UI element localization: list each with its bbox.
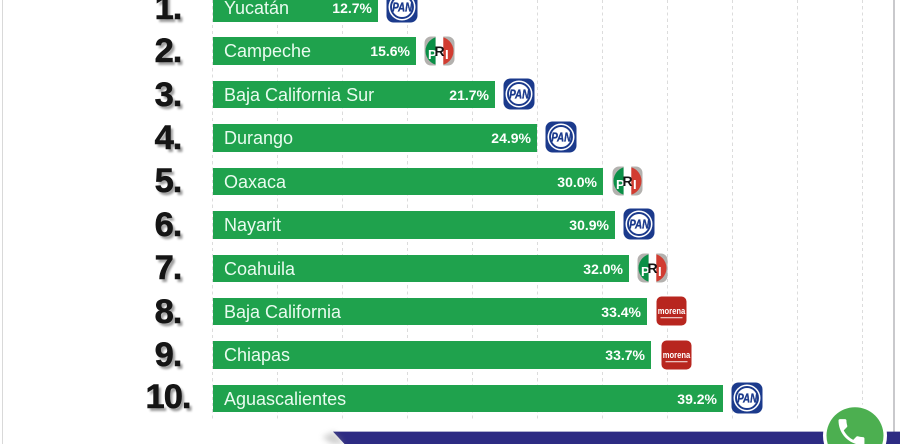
svg-text:PAN: PAN <box>509 87 530 101</box>
svg-text:I: I <box>658 264 662 279</box>
svg-text:PAN: PAN <box>629 218 650 232</box>
svg-text:P: P <box>428 47 437 62</box>
svg-text:PAN: PAN <box>392 1 413 15</box>
svg-text:I: I <box>445 47 449 62</box>
svg-text:morena: morena <box>658 306 686 316</box>
svg-text:PAN: PAN <box>551 131 572 145</box>
svg-text:R: R <box>622 173 632 189</box>
svg-text:R: R <box>647 260 657 276</box>
svg-text:P: P <box>641 264 650 279</box>
svg-text:PAN: PAN <box>737 391 758 405</box>
svg-text:R: R <box>434 43 444 59</box>
svg-text:P: P <box>616 177 625 192</box>
svg-text:morena: morena <box>663 350 691 360</box>
svg-text:I: I <box>633 177 637 192</box>
